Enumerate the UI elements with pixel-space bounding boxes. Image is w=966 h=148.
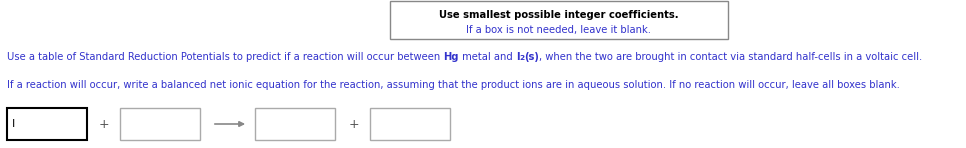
Bar	[390, 1, 728, 39]
Text: Use a table of Standard Reduction Potentials to predict if a reaction will occur: Use a table of Standard Reduction Potent…	[7, 52, 443, 62]
Text: metal and: metal and	[459, 52, 516, 62]
Text: I: I	[12, 119, 15, 129]
Bar	[370, 108, 450, 140]
Bar	[255, 108, 335, 140]
Text: , when the two are brought in contact via standard half-cells in a voltaic cell.: , when the two are brought in contact vi…	[539, 52, 923, 62]
Text: Hg: Hg	[443, 52, 459, 62]
Text: If a box is not needed, leave it blank.: If a box is not needed, leave it blank.	[467, 25, 651, 35]
Text: I: I	[516, 52, 520, 62]
Text: +: +	[99, 118, 109, 131]
Bar	[7, 108, 87, 140]
Bar	[120, 108, 200, 140]
Text: If a reaction will occur, write a balanced net ionic equation for the reaction, : If a reaction will occur, write a balanc…	[7, 80, 900, 90]
Text: (s): (s)	[525, 52, 539, 62]
Text: Use smallest possible integer coefficients.: Use smallest possible integer coefficien…	[440, 10, 679, 20]
Text: +: +	[349, 118, 359, 131]
Text: 2: 2	[520, 55, 525, 61]
